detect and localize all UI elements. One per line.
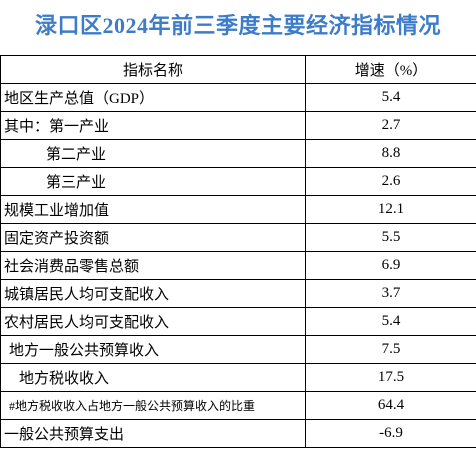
indicator-name: 其中：第一产业: [0, 111, 306, 140]
table-body: 地区生产总值（GDP） 5.4 其中：第一产业 2.7 第二产业 8.8 第三产业 2.6 规模…: [0, 83, 476, 448]
indicator-name: 地方税收收入: [0, 363, 306, 392]
table-row: 地方一般公共预算收入 7.5: [0, 335, 476, 364]
indicator-name: 地区生产总值（GDP）: [0, 83, 306, 112]
header-cell: 指标名称: [0, 55, 306, 84]
growth-rate: 2.7: [305, 111, 476, 140]
table-row: 一般公共预算支出 -6.9: [0, 419, 476, 448]
indicator-name: 农村居民人均可支配收入: [0, 307, 306, 336]
growth-rate: 2.6: [305, 167, 476, 196]
growth-rate: 12.1: [305, 195, 476, 224]
growth-rate: 5.4: [305, 83, 476, 112]
table-row: 地区生产总值（GDP） 5.4: [0, 83, 476, 112]
indicator-name: 城镇居民人均可支配收入: [0, 279, 306, 308]
table-row: 其中：第一产业 2.7: [0, 111, 476, 140]
indicator-name: 固定资产投资额: [0, 223, 306, 252]
table-row: 第三产业 2.6: [0, 167, 476, 196]
indicator-name: 规模工业增加值: [0, 195, 306, 224]
growth-rate: 3.7: [305, 279, 476, 308]
table-row: 社会消费品零售总额 6.9: [0, 251, 476, 280]
growth-rate: 5.5: [305, 223, 476, 252]
indicator-name: #地方税收收入占地方一般公共预算收入的比重: [0, 391, 306, 420]
table-row: 地方税收收入 17.5: [0, 363, 476, 392]
table-row: 固定资产投资额 5.5: [0, 223, 476, 252]
table-row: #地方税收收入占地方一般公共预算收入的比重 64.4: [0, 391, 476, 420]
growth-rate: 17.5: [305, 363, 476, 392]
growth-rate: 5.4: [305, 307, 476, 336]
growth-rate: 8.8: [305, 139, 476, 168]
title: 渌口区2024年前三季度主要经济指标情况: [34, 13, 441, 38]
growth-rate: 7.5: [305, 335, 476, 364]
header-cell: 增速（%）: [305, 55, 476, 84]
growth-rate: 6.9: [305, 251, 476, 280]
indicator-name: 第三产业: [0, 167, 306, 196]
table-row: 城镇居民人均可支配收入 3.7: [0, 279, 476, 308]
data-table: 指标名称 增速（%） 地区生产总值（GDP） 5.4 其中：第一产业 2.7 第二产业 8…: [0, 55, 476, 448]
growth-rate: 64.4: [305, 391, 476, 420]
indicator-name: 地方一般公共预算收入: [0, 335, 306, 364]
indicator-name: 第二产业: [0, 139, 306, 168]
table-row: 第二产业 8.8: [0, 139, 476, 168]
table-row: 规模工业增加值 12.1: [0, 195, 476, 224]
indicator-name: 一般公共预算支出: [0, 419, 306, 448]
indicator-name: 社会消费品零售总额: [0, 251, 306, 280]
growth-rate: -6.9: [305, 419, 476, 448]
table-row: 农村居民人均可支配收入 5.4: [0, 307, 476, 336]
header-row: 指标名称 增速（%）: [0, 55, 476, 84]
